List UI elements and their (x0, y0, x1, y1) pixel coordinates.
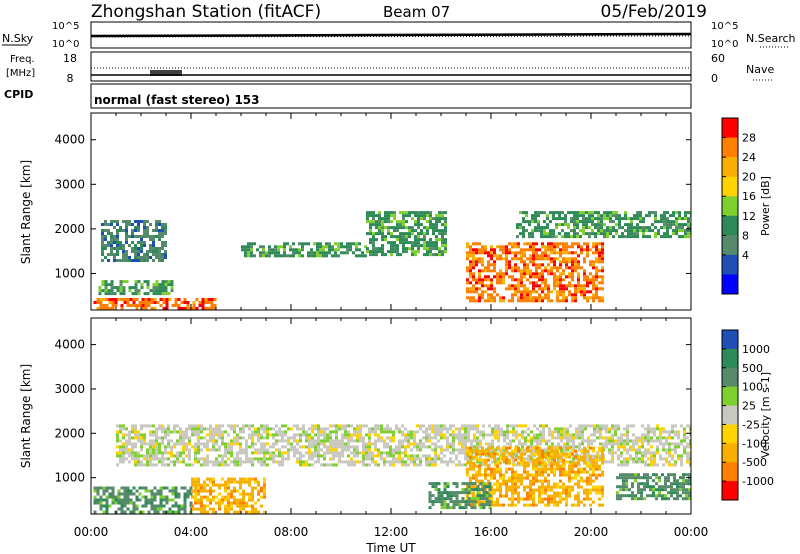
velocity-colorbar-segment (722, 443, 738, 463)
nave-tick-bottom: 0 (711, 72, 718, 85)
velocity-colorbar-segment (722, 405, 738, 425)
power-echo-region (93, 298, 217, 310)
power-ytick-label: 3000 (54, 177, 85, 191)
velocity-colorbar-tick-label: 100 (742, 381, 763, 394)
nave-tick-top: 60 (711, 52, 725, 65)
power-colorbar-segment (722, 215, 738, 236)
velocity-colorbar: 1000 500 100 25 -25 -100 -500 -1000 Velocity [m… (721, 329, 774, 501)
power-colorbar: 28 24 20 16 12 8 4 Power [dB] (721, 117, 772, 295)
freq-tick-top: 18 (63, 52, 77, 65)
power-ylabel: Slant Range [km] (19, 160, 33, 264)
power-echo-region (366, 211, 447, 257)
velocity-colorbar-segment (722, 348, 738, 369)
velocity-panel: 4000 3000 2000 1000 00:00 04:00 08:00 12:00 16:… (19, 317, 709, 554)
power-echo-region (516, 211, 691, 239)
power-colorbar-tick-label: 8 (742, 229, 749, 242)
velocity-colorbar-tick-label: 500 (742, 362, 763, 375)
power-colorbar-segment (722, 254, 738, 275)
power-colorbar-segment (722, 196, 738, 217)
time-tick-label: 00:00 (674, 525, 709, 539)
power-colorbar-tick-label: 4 (742, 249, 749, 262)
power-colorbar-tick-label: 16 (742, 190, 756, 203)
freq-label: Freq. (10, 54, 35, 65)
velocity-ytick-label: 3000 (54, 382, 85, 396)
power-colorbar-segment (722, 176, 738, 197)
noise-search-label: N.Search (746, 32, 796, 45)
nave-scatter (150, 70, 182, 76)
velocity-ytick-label: 4000 (54, 338, 85, 352)
velocity-colorbar-tick-label: -25 (742, 418, 760, 431)
nave-label: Nave (746, 63, 774, 76)
noise-search-trace (90, 35, 692, 38)
noise-right-tick-bottom: 10^0 (711, 39, 738, 50)
power-colorbar-segment (722, 235, 738, 256)
time-tick-label: 08:00 (274, 525, 309, 539)
noise-sky-label: N.Sky (2, 32, 34, 45)
velocity-colorbar-tick-label: -500 (742, 456, 767, 469)
noise-right-tick-top: 10^5 (711, 21, 738, 32)
velocity-colorbar-tick-label: 25 (742, 400, 756, 413)
noise-left-tick-top: 10^5 (52, 21, 79, 32)
time-tick-label: 20:00 (574, 525, 609, 539)
freq-panel-frame (90, 51, 692, 82)
power-colorbar-segment (722, 118, 738, 139)
velocity-colorbar-tick-label: 1000 (742, 343, 770, 356)
velocity-echo-region (466, 446, 604, 507)
velocity-colorbar-segment (722, 481, 738, 501)
velocity-panel-frame (90, 317, 692, 515)
power-colorbar-tick-label: 12 (742, 210, 756, 223)
velocity-colorbar-label: Velocity [m s-1] (759, 372, 772, 458)
freq-unit-label: [MHz] (6, 68, 35, 79)
power-colorbar-segment (722, 274, 738, 295)
time-axis-label: Time UT (365, 541, 416, 554)
power-colorbar-tick-label: 28 (742, 132, 756, 145)
time-tick-label: 16:00 (474, 525, 509, 539)
velocity-echo-region (616, 473, 691, 501)
velocity-colorbar-segment (722, 462, 738, 482)
velocity-colorbar-segment (722, 367, 738, 388)
cpid-panel-frame (90, 83, 692, 109)
power-echo-region (98, 280, 174, 296)
velocity-echo-region (116, 424, 691, 467)
velocity-echo-region (191, 477, 266, 514)
date-label: 05/Feb/2019 (601, 2, 707, 22)
power-ytick-label: 4000 (54, 133, 85, 147)
velocity-colorbar-segment (722, 424, 738, 444)
velocity-colorbar-tick-label: -1000 (742, 475, 774, 488)
velocity-echo-region (428, 482, 492, 510)
power-colorbar-tick-label: 24 (742, 151, 756, 164)
station-title: Zhongshan Station (fitACF) (91, 2, 321, 22)
power-ytick-label: 1000 (54, 266, 85, 280)
power-echo-region (241, 242, 367, 258)
freq-tick-bottom: 8 (67, 72, 74, 85)
time-tick-label: 04:00 (174, 525, 209, 539)
cpid-label: CPID (4, 88, 33, 101)
noise-left-tick-bottom: 10^0 (52, 39, 79, 50)
power-echo-region (101, 220, 167, 262)
beam-label: Beam 07 (383, 3, 450, 21)
velocity-ylabel: Slant Range [km] (19, 364, 33, 468)
power-colorbar-label: Power [dB] (759, 176, 772, 236)
power-echo-region (466, 242, 604, 303)
power-colorbar-segment (722, 137, 738, 158)
velocity-echo-region (93, 486, 193, 514)
time-tick-label: 00:00 (74, 525, 109, 539)
velocity-ytick-label: 1000 (54, 471, 85, 485)
power-panel: 4000 3000 2000 1000 Slant Range [km] (19, 112, 692, 311)
velocity-colorbar-tick-label: -100 (742, 437, 767, 450)
velocity-ytick-label: 2000 (54, 426, 85, 440)
velocity-colorbar-segment (722, 386, 738, 407)
velocity-colorbar-segment (722, 330, 738, 350)
power-ytick-label: 2000 (54, 222, 85, 236)
noise-sky-trace (90, 32, 692, 38)
power-colorbar-tick-label: 20 (742, 171, 756, 184)
cpid-text: normal (fast stereo) 153 (94, 93, 260, 107)
power-colorbar-segment (722, 157, 738, 178)
time-tick-label: 12:00 (374, 525, 409, 539)
